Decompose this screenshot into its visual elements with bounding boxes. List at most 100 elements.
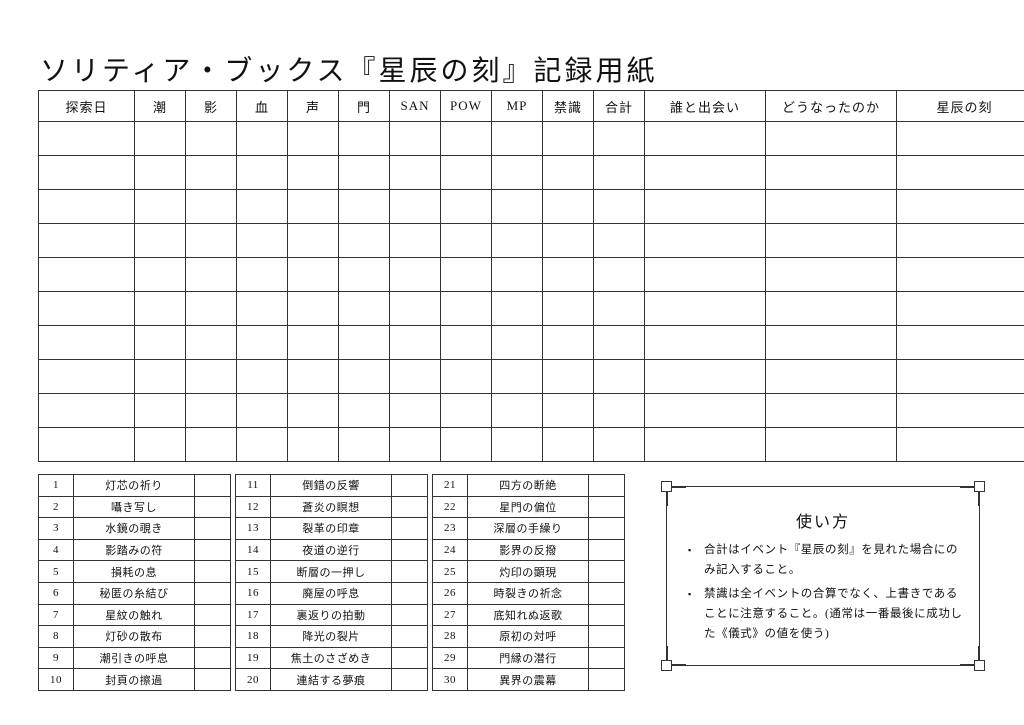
log-cell-tide[interactable]: [134, 325, 186, 360]
event-check-cell[interactable]: [588, 517, 625, 540]
event-check-cell[interactable]: [391, 581, 428, 605]
log-cell-star[interactable]: [896, 121, 1024, 156]
event-check-cell[interactable]: [391, 495, 428, 519]
log-cell-total[interactable]: [593, 189, 645, 224]
log-cell-forbidden[interactable]: [542, 427, 594, 462]
log-cell-forbidden[interactable]: [542, 189, 594, 224]
log-cell-gate[interactable]: [338, 155, 390, 190]
log-cell-who[interactable]: [644, 257, 766, 292]
log-cell-star[interactable]: [896, 189, 1024, 224]
log-cell-san[interactable]: [389, 223, 441, 258]
log-cell-pow[interactable]: [440, 393, 492, 428]
log-cell-tide[interactable]: [134, 121, 186, 156]
log-cell-gate[interactable]: [338, 291, 390, 326]
event-check-cell[interactable]: [391, 603, 428, 627]
log-cell-blood[interactable]: [236, 155, 288, 190]
log-cell-star[interactable]: [896, 257, 1024, 292]
log-cell-san[interactable]: [389, 427, 441, 462]
log-cell-forbidden[interactable]: [542, 393, 594, 428]
log-cell-pow[interactable]: [440, 223, 492, 258]
log-cell-who[interactable]: [644, 155, 766, 190]
log-cell-mp[interactable]: [491, 257, 543, 292]
log-cell-star[interactable]: [896, 291, 1024, 326]
log-cell-gate[interactable]: [338, 325, 390, 360]
log-cell-voice[interactable]: [287, 257, 339, 292]
event-check-cell[interactable]: [391, 538, 428, 562]
log-cell-star[interactable]: [896, 223, 1024, 258]
log-cell-mp[interactable]: [491, 393, 543, 428]
log-cell-san[interactable]: [389, 155, 441, 190]
log-cell-star[interactable]: [896, 325, 1024, 360]
log-cell-voice[interactable]: [287, 291, 339, 326]
log-cell-gate[interactable]: [338, 359, 390, 394]
log-cell-san[interactable]: [389, 121, 441, 156]
log-cell-san[interactable]: [389, 189, 441, 224]
log-cell-mp[interactable]: [491, 325, 543, 360]
log-cell-forbidden[interactable]: [542, 325, 594, 360]
log-cell-san[interactable]: [389, 325, 441, 360]
log-cell-tide[interactable]: [134, 223, 186, 258]
log-cell-forbidden[interactable]: [542, 257, 594, 292]
log-cell-pow[interactable]: [440, 155, 492, 190]
event-check-cell[interactable]: [194, 581, 231, 605]
log-cell-voice[interactable]: [287, 427, 339, 462]
log-cell-date[interactable]: [38, 121, 135, 156]
log-cell-total[interactable]: [593, 155, 645, 190]
log-cell-pow[interactable]: [440, 325, 492, 360]
event-check-cell[interactable]: [194, 668, 231, 691]
log-cell-what[interactable]: [765, 359, 897, 394]
log-cell-gate[interactable]: [338, 257, 390, 292]
event-check-cell[interactable]: [194, 474, 231, 497]
log-cell-who[interactable]: [644, 427, 766, 462]
log-cell-star[interactable]: [896, 155, 1024, 190]
event-check-cell[interactable]: [391, 517, 428, 540]
log-cell-voice[interactable]: [287, 325, 339, 360]
event-check-cell[interactable]: [391, 560, 428, 583]
event-check-cell[interactable]: [588, 646, 625, 670]
event-check-cell[interactable]: [588, 668, 625, 691]
log-cell-gate[interactable]: [338, 393, 390, 428]
log-cell-mp[interactable]: [491, 223, 543, 258]
log-cell-blood[interactable]: [236, 223, 288, 258]
log-cell-pow[interactable]: [440, 359, 492, 394]
log-cell-pow[interactable]: [440, 189, 492, 224]
log-cell-pow[interactable]: [440, 121, 492, 156]
log-cell-gate[interactable]: [338, 121, 390, 156]
log-cell-total[interactable]: [593, 223, 645, 258]
log-cell-who[interactable]: [644, 393, 766, 428]
log-cell-voice[interactable]: [287, 155, 339, 190]
event-check-cell[interactable]: [194, 495, 231, 519]
log-cell-who[interactable]: [644, 359, 766, 394]
log-cell-blood[interactable]: [236, 427, 288, 462]
log-cell-shadow[interactable]: [185, 291, 237, 326]
log-cell-tide[interactable]: [134, 359, 186, 394]
log-cell-shadow[interactable]: [185, 257, 237, 292]
event-check-cell[interactable]: [588, 474, 625, 497]
log-cell-star[interactable]: [896, 393, 1024, 428]
log-cell-date[interactable]: [38, 291, 135, 326]
event-check-cell[interactable]: [194, 517, 231, 540]
log-cell-who[interactable]: [644, 121, 766, 156]
event-check-cell[interactable]: [588, 538, 625, 562]
event-check-cell[interactable]: [391, 625, 428, 648]
log-cell-voice[interactable]: [287, 223, 339, 258]
log-cell-date[interactable]: [38, 393, 135, 428]
log-cell-blood[interactable]: [236, 189, 288, 224]
log-cell-date[interactable]: [38, 325, 135, 360]
log-cell-blood[interactable]: [236, 291, 288, 326]
log-cell-tide[interactable]: [134, 257, 186, 292]
log-cell-tide[interactable]: [134, 291, 186, 326]
log-cell-what[interactable]: [765, 291, 897, 326]
log-cell-mp[interactable]: [491, 155, 543, 190]
log-cell-forbidden[interactable]: [542, 223, 594, 258]
event-check-cell[interactable]: [588, 603, 625, 627]
log-cell-forbidden[interactable]: [542, 155, 594, 190]
log-cell-voice[interactable]: [287, 121, 339, 156]
log-cell-what[interactable]: [765, 155, 897, 190]
log-cell-pow[interactable]: [440, 257, 492, 292]
log-cell-gate[interactable]: [338, 189, 390, 224]
event-check-cell[interactable]: [588, 560, 625, 583]
log-cell-who[interactable]: [644, 325, 766, 360]
event-check-cell[interactable]: [391, 646, 428, 670]
event-check-cell[interactable]: [391, 474, 428, 497]
